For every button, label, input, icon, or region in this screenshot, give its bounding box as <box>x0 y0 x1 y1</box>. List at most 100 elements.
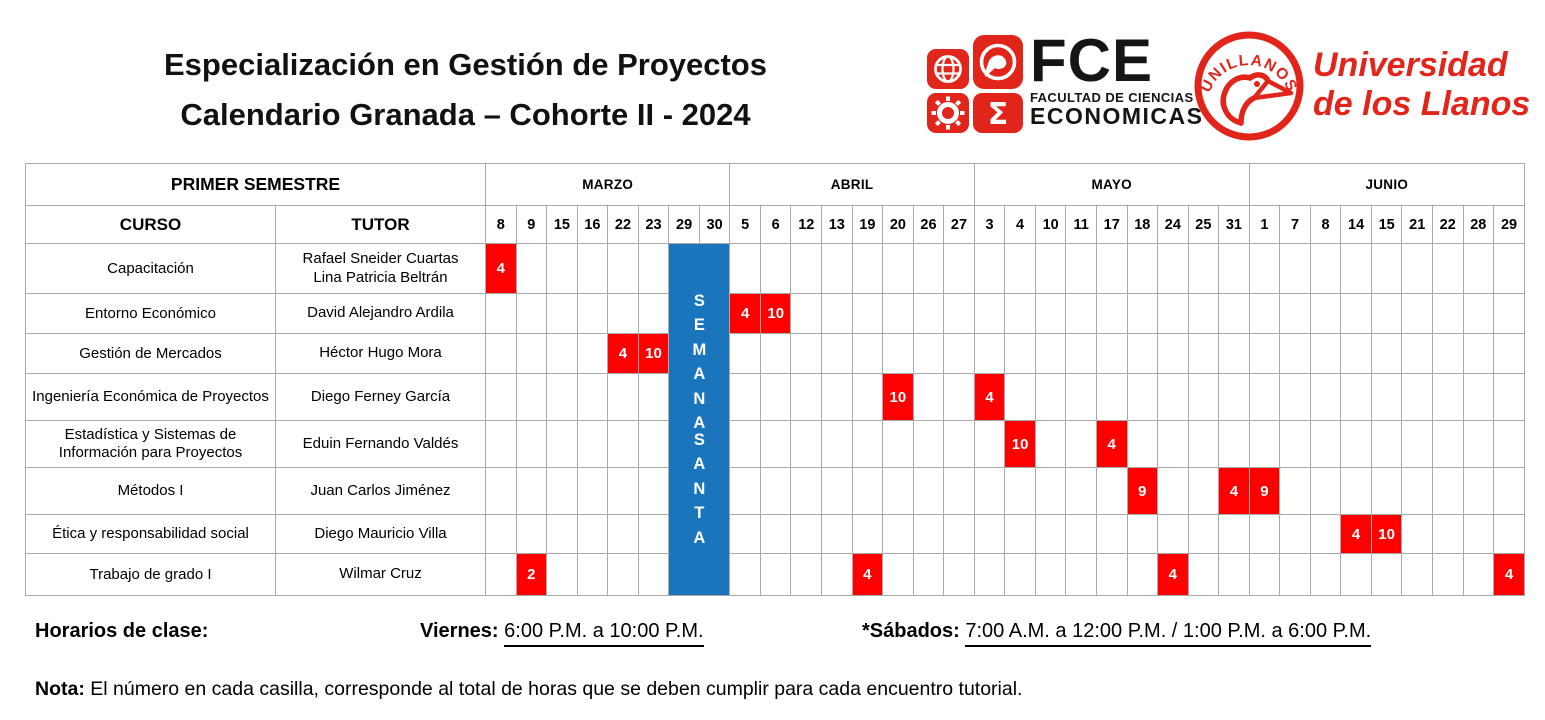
semana-santa-letter: M <box>692 340 707 359</box>
empty-cell <box>912 373 945 421</box>
empty-cell <box>729 373 761 421</box>
empty-cell <box>1462 293 1495 334</box>
empty-cell <box>1309 293 1342 334</box>
empty-cell <box>912 467 945 515</box>
empty-cell <box>1218 373 1250 421</box>
empty-cell <box>1370 553 1403 596</box>
empty-cell <box>1187 467 1220 515</box>
semester-header: PRIMER SEMESTRE <box>24 163 487 206</box>
empty-cell <box>1462 420 1495 468</box>
semana-santa-letter: A <box>693 414 706 433</box>
empty-cell <box>1309 467 1342 515</box>
empty-cell <box>1431 293 1464 334</box>
date-header: 7 <box>1279 205 1311 244</box>
empty-cell <box>1187 373 1220 421</box>
empty-cell <box>1187 420 1220 468</box>
empty-cell <box>1431 373 1464 421</box>
empty-cell <box>1157 420 1189 468</box>
empty-cell <box>729 243 761 294</box>
empty-cell <box>882 293 914 334</box>
friday-schedule: Viernes: 6:00 P.M. a 10:00 P.M. <box>420 620 704 647</box>
empty-cell <box>821 333 853 374</box>
friday-label: Viernes: <box>420 620 499 642</box>
empty-cell <box>882 553 914 596</box>
empty-cell <box>637 293 670 334</box>
empty-cell <box>1218 333 1250 374</box>
empty-cell <box>1034 333 1067 374</box>
empty-cell <box>1279 514 1311 554</box>
semana-santa-letter: T <box>694 504 705 523</box>
empty-cell <box>1126 514 1159 554</box>
empty-cell <box>1401 553 1433 596</box>
hours-cell: 4 <box>1340 514 1372 554</box>
empty-cell <box>515 420 548 468</box>
empty-cell <box>973 293 1006 334</box>
heron-icon <box>1220 72 1294 126</box>
empty-cell <box>729 420 761 468</box>
empty-cell <box>851 333 884 374</box>
empty-cell <box>973 243 1006 294</box>
empty-cell <box>1034 293 1067 334</box>
hours-cell: 10 <box>882 373 914 421</box>
empty-cell <box>912 333 945 374</box>
hours-cell: 4 <box>607 333 639 374</box>
empty-cell <box>1431 467 1464 515</box>
date-header: 13 <box>821 205 853 244</box>
empty-cell <box>1309 373 1342 421</box>
empty-cell <box>821 243 853 294</box>
fce-emblem: Σ <box>927 35 1023 133</box>
empty-cell <box>1340 553 1372 596</box>
semana-santa-letter: S <box>693 430 705 449</box>
hours-cell: 4 <box>1493 553 1525 596</box>
empty-cell <box>1493 333 1525 374</box>
empty-cell <box>576 333 609 374</box>
month-header-marzo: MARZO <box>485 163 731 206</box>
empty-cell <box>485 373 517 421</box>
hours-cell: 4 <box>485 243 517 294</box>
tutor-cell: Diego Mauricio Villa <box>274 514 487 554</box>
empty-cell <box>821 373 853 421</box>
empty-cell <box>1493 243 1525 294</box>
empty-cell <box>1065 514 1097 554</box>
empty-cell <box>1218 243 1250 294</box>
empty-cell <box>1431 333 1464 374</box>
empty-cell <box>1034 243 1067 294</box>
hours-cell: 4 <box>851 553 884 596</box>
saturday-time: 7:00 A.M. a 12:00 P.M. / 1:00 P.M. a 6:0… <box>965 620 1372 647</box>
month-header-abril: ABRIL <box>729 163 975 206</box>
empty-cell <box>759 373 792 421</box>
empty-cell <box>1157 243 1189 294</box>
date-header: 3 <box>973 205 1006 244</box>
course-row: Ética y responsabilidad social Diego Maur… <box>25 514 1525 554</box>
empty-cell <box>1401 420 1433 468</box>
empty-cell <box>790 243 823 294</box>
tutor-cell: Juan Carlos Jiménez <box>274 467 487 515</box>
hours-cell: 10 <box>1004 420 1036 468</box>
empty-cell <box>1401 514 1433 554</box>
empty-cell <box>546 467 578 515</box>
empty-cell <box>1279 420 1311 468</box>
empty-cell <box>1095 467 1128 515</box>
empty-cell <box>882 514 914 554</box>
empty-cell <box>546 553 578 596</box>
date-header: 8 <box>1309 205 1342 244</box>
empty-cell <box>973 553 1006 596</box>
empty-cell <box>1004 373 1036 421</box>
empty-cell <box>1309 333 1342 374</box>
empty-cell <box>1004 514 1036 554</box>
empty-cell <box>1218 553 1250 596</box>
title-line-2: Calendario Granada – Cohorte II - 2024 <box>180 96 751 132</box>
empty-cell <box>912 514 945 554</box>
empty-cell <box>973 333 1006 374</box>
empty-cell <box>576 467 609 515</box>
empty-cell <box>485 553 517 596</box>
empty-cell <box>851 514 884 554</box>
course-row: Capacitación Rafael Sneider Cuartas Lina … <box>25 243 1525 596</box>
empty-cell <box>1034 420 1067 468</box>
empty-cell <box>1095 514 1128 554</box>
hours-cell: 9 <box>1126 467 1159 515</box>
empty-cell <box>1126 373 1159 421</box>
tutor-cell: Wilmar Cruz <box>274 553 487 596</box>
